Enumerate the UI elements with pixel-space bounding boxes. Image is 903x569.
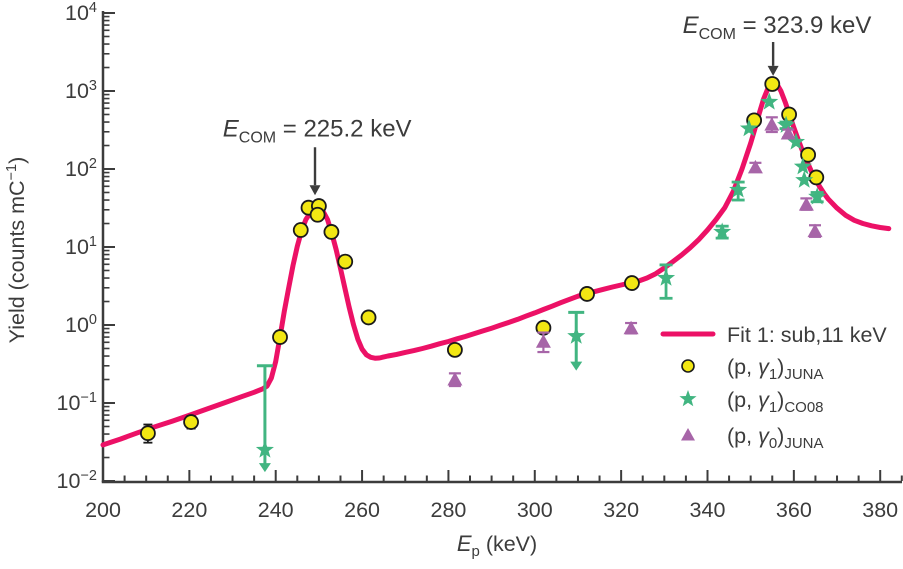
legend-row-fit: Fit 1: sub,11 keV: [660, 323, 887, 347]
legend-row-co08: (p, γ1)CO08: [679, 388, 824, 416]
data-point-circle: [309, 206, 326, 223]
y-tick-label: 101: [65, 234, 97, 259]
data-point-circle: [272, 329, 288, 345]
data-point-star: [729, 180, 748, 198]
legend: Fit 1: sub,11 keV (p, γ1)JUNA (p, γ1)CO08 (…: [660, 323, 887, 452]
legend-row-juna-g1: (p, γ1)JUNA: [681, 355, 824, 383]
legend-label: (p, γ0)JUNA: [727, 424, 824, 452]
axis-labels: Ep (keV) Yield (counts mC−1): [4, 157, 537, 560]
fit-curve: [100, 79, 892, 448]
legend-label: Fit 1: sub,11 keV: [727, 323, 887, 347]
data-point-circle: [360, 309, 377, 326]
data-point-triangle: [747, 159, 763, 174]
x-tick-label: 260: [344, 498, 380, 522]
x-tick-label: 220: [171, 498, 207, 522]
data-point-circle: [183, 414, 199, 430]
data-point-star: [808, 187, 827, 205]
data-point-circle: [764, 76, 781, 92]
data-point-star: [760, 92, 779, 110]
data-point-triangle: [764, 117, 780, 131]
x-tick-label: 240: [258, 498, 294, 522]
x-axis-title: Ep (keV): [457, 531, 537, 560]
fit-line: [100, 79, 892, 448]
annotation-resonance-2: ECOM = 323.9 keV: [683, 12, 872, 76]
y-ticks: [104, 12, 115, 482]
data-point-triangle: [447, 372, 463, 386]
data-point-circle: [624, 275, 640, 291]
annotation-text: ECOM = 323.9 keV: [683, 12, 872, 43]
data-point-circle: [292, 222, 309, 238]
x-tick-label: 320: [603, 498, 639, 522]
legend-label: (p, γ1)JUNA: [727, 355, 824, 383]
data-point-triangle: [798, 197, 814, 211]
data-point-star: [739, 119, 758, 137]
axes: 200 220 240 260 280 300 320 340 360 3801041031021…: [57, 0, 903, 522]
x-tick-label: 300: [517, 498, 553, 522]
data-point-star: [777, 115, 796, 133]
x-tick-label: 200: [85, 498, 121, 522]
annotation-text: ECOM = 225.2 keV: [223, 116, 412, 147]
x-tick-label: 340: [690, 498, 726, 522]
legend-marker-star: [679, 390, 697, 407]
y-tick-label: 103: [65, 78, 97, 103]
data-point-circle: [140, 425, 156, 442]
data-point-circle: [337, 253, 354, 270]
series-co08: [255, 92, 827, 473]
x-ticks: [102, 470, 903, 481]
data-point-triangle: [623, 320, 639, 335]
y-tick-labels: 104 103 102 101 100 10−1 10−2: [57, 0, 97, 493]
data-point-circle: [800, 146, 816, 163]
x-tick-label: 280: [430, 498, 466, 522]
data-point-star: [713, 222, 732, 240]
legend-row-juna-g0: (p, γ0)JUNA: [681, 424, 824, 452]
upper-limit-arrowhead: [570, 361, 583, 371]
data-point-star: [793, 157, 812, 175]
legend-marker-circle: [681, 359, 695, 373]
data-point-star: [657, 268, 676, 286]
y-tick-label: 102: [65, 156, 97, 181]
x-tick-label: 380: [862, 498, 898, 522]
x-tick-label: 360: [776, 498, 812, 522]
y-tick-label: 10−2: [57, 468, 97, 493]
series-juna-g0: [447, 116, 823, 388]
data-point-star: [255, 440, 274, 458]
upper-limit-arrowhead: [258, 463, 271, 473]
y-tick-label: 10−1: [57, 390, 97, 415]
annotation-arrowhead: [309, 185, 321, 196]
x-tick-labels: 200 220 240 260 280 300 320 340 360 380: [85, 498, 898, 522]
data-point-star: [786, 132, 806, 150]
legend-marker-triangle: [681, 428, 695, 441]
data-point-circle: [781, 106, 797, 123]
data-point-star: [567, 326, 586, 344]
data-point-triangle: [535, 334, 551, 348]
data-point-circle: [323, 224, 340, 240]
legend-label: (p, γ1)CO08: [727, 388, 824, 416]
data-point-triangle: [807, 223, 823, 238]
data-point-circle: [579, 286, 595, 302]
y-tick-label: 100: [65, 312, 97, 337]
data-point-triangle: [780, 126, 796, 140]
annotation-resonance-1: ECOM = 225.2 keV: [223, 116, 412, 196]
y-axis-title: Yield (counts mC−1): [4, 157, 29, 344]
y-tick-label: 104: [65, 0, 97, 25]
data-point-circle: [447, 341, 463, 358]
annotation-arrowhead: [767, 65, 779, 76]
data-point-star: [795, 170, 814, 188]
